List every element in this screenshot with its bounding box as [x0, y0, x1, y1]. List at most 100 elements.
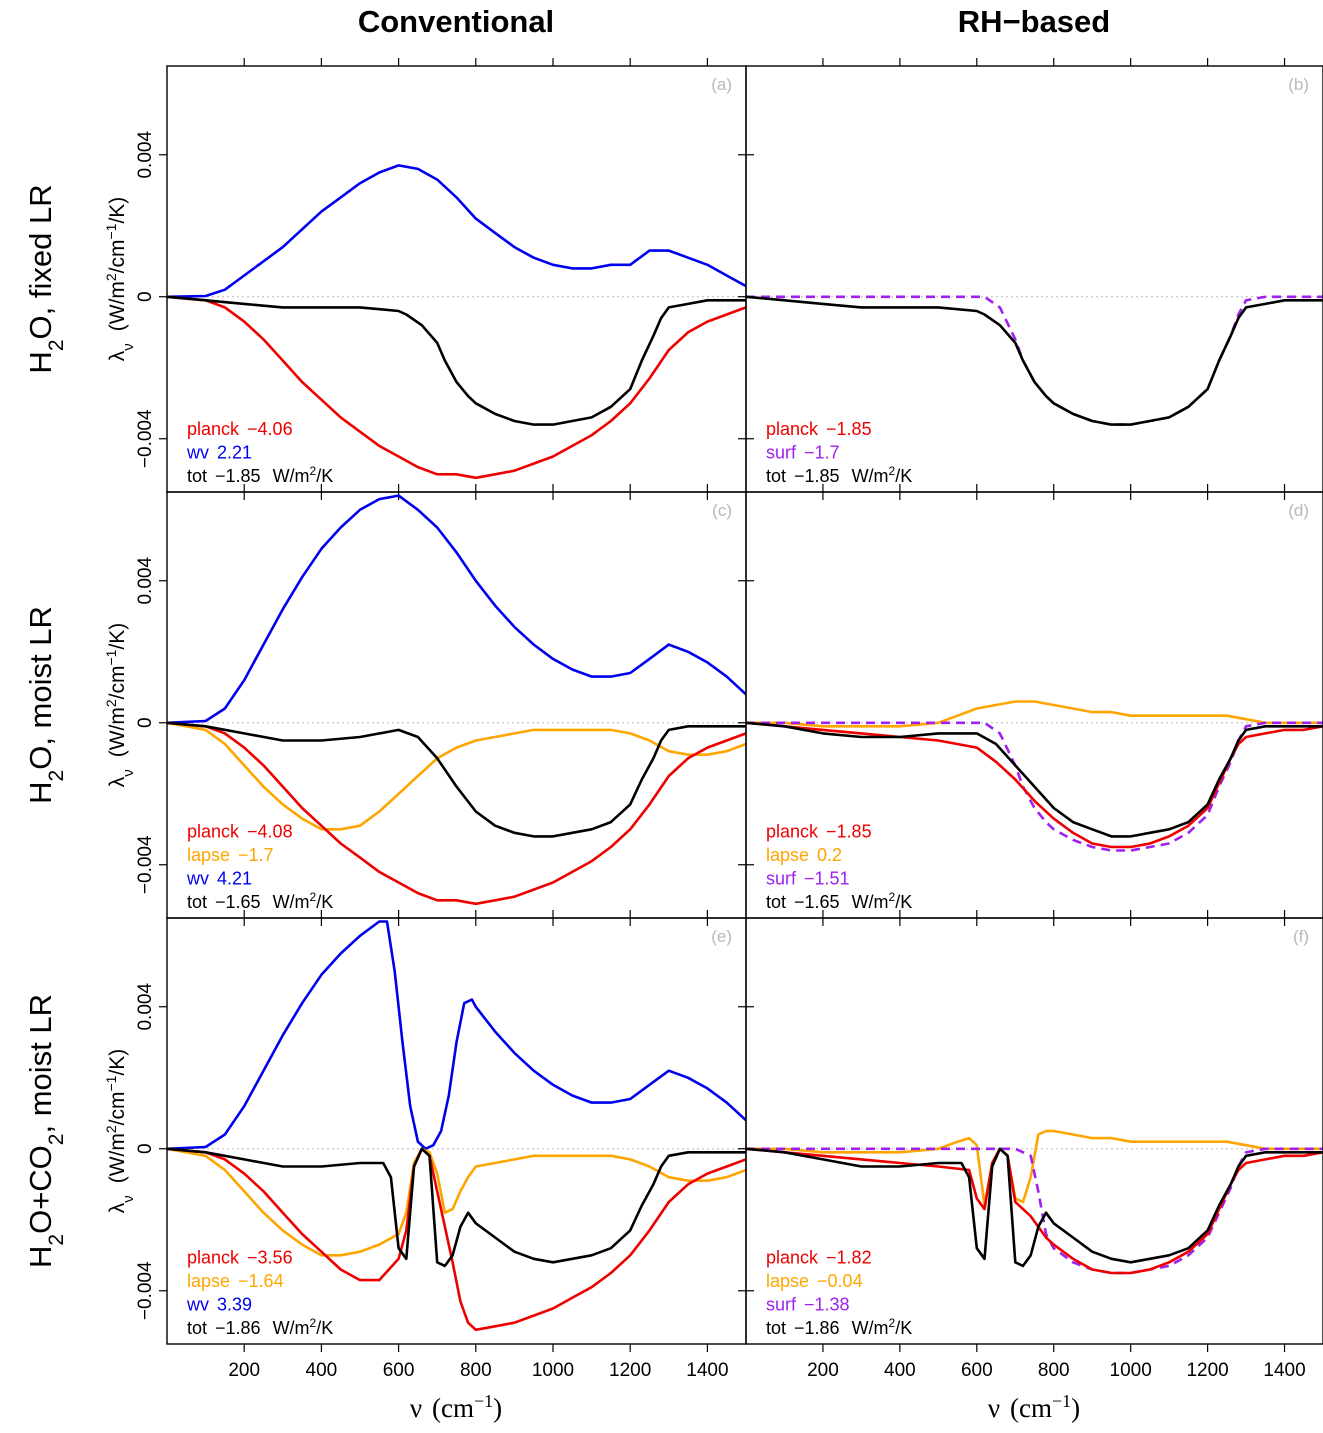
series-line-planck-c — [167, 721, 746, 906]
panel-d: (d) planck −1.85 lapse 0.2 surf −1.51 tot −1.65 W… — [738, 484, 1323, 926]
legend-name-tot-f: tot — [766, 1318, 786, 1338]
legend-name-wv-e: wv — [186, 1295, 209, 1315]
y-tick-label-2-a: −0.004 — [135, 409, 156, 468]
series-group-b — [746, 295, 1323, 426]
panel-b: (b) planck −1.85 surf −1.7 tot −1.85 W/m2/K — [738, 58, 1323, 500]
legend-value-lapse-e: −1.64 — [238, 1271, 284, 1291]
series-line-lapse-e — [167, 1147, 746, 1257]
legend-value-wv-e: 3.39 — [217, 1295, 252, 1315]
legend-value-wv-c: 4.21 — [217, 869, 252, 889]
legend-name-planck-f: planck — [766, 1248, 819, 1268]
series-line-surf-b — [746, 295, 1323, 426]
legend-units-a: W/m — [273, 466, 310, 486]
legend-name-surf-f: surf — [766, 1295, 797, 1315]
row-label-moist-lr: H2O, moist LR — [23, 606, 68, 804]
legend-value-tot-b: −1.85 — [794, 466, 840, 486]
x-tick-label-600-e: 600 — [383, 1360, 415, 1381]
legend-name-wv-c: wv — [186, 869, 209, 889]
y-tick-label-0-c: 0.004 — [135, 557, 156, 605]
legend-tot-c: tot −1.65 W/m2/K — [187, 890, 333, 912]
legend-wv-a: wv 2.21 — [186, 443, 252, 463]
legend-surf-b: surf −1.7 — [766, 443, 840, 463]
x-tick-label-1000-f: 1000 — [1110, 1360, 1152, 1381]
x-tick-label-200-f: 200 — [807, 1360, 839, 1381]
legend-units-b: W/m — [852, 466, 889, 486]
legend-name-planck-e: planck — [187, 1248, 240, 1268]
legend-name-tot-e: tot — [187, 1318, 207, 1338]
series-line-planck-d — [746, 721, 1323, 849]
y-tick-label-2-c: −0.004 — [135, 835, 156, 894]
legend-name-tot-a: tot — [187, 466, 207, 486]
legend-units-e: W/m — [273, 1318, 310, 1338]
legend-value-planck-a: −4.06 — [247, 419, 293, 439]
legend-units-end-c: /K — [316, 892, 333, 912]
panel-c: 0.004 0 −0.004 (c) planck −4.08 lapse −1.7 wv 4.2… — [135, 484, 754, 926]
legend-name-planck-a: planck — [187, 419, 240, 439]
legend-tot-e: tot −1.86 W/m2/K — [187, 1316, 333, 1338]
legend-units-sup-c: 2 — [310, 890, 317, 904]
x-tick-label-1200-f: 1200 — [1186, 1360, 1228, 1381]
y-tick-label-1-e: 0 — [135, 1143, 156, 1154]
y-axis-label-row-2: λν(W/m2/cm−1/K) — [103, 623, 137, 788]
legend-value-tot-e: −1.86 — [215, 1318, 261, 1338]
y-axis-labels: λν(W/m2/cm−1/K) λν(W/m2/cm−1/K) λν(W/m2/… — [103, 197, 137, 1214]
legend-tot-b: tot −1.85 W/m2/K — [766, 464, 912, 486]
legend-lapse-c: lapse −1.7 — [187, 845, 274, 865]
legend-units-d: W/m — [852, 892, 889, 912]
legend-units-end-b: /K — [895, 466, 912, 486]
legend-value-planck-d: −1.85 — [826, 822, 872, 842]
legend-value-tot-a: −1.85 — [215, 466, 261, 486]
legend-lapse-e: lapse −1.64 — [187, 1271, 284, 1291]
x-axis-label-right: ν (cm−1) — [988, 1391, 1080, 1423]
x-tick-label-400-f: 400 — [884, 1360, 916, 1381]
legend-name-surf-b: surf — [766, 443, 797, 463]
column-title-rh-based: RH−based — [958, 4, 1110, 39]
x-tick-label-1000-e: 1000 — [532, 1360, 574, 1381]
y-tick-label-1-a: 0 — [135, 291, 156, 302]
panel-grid: 0.004 0 −0.004 (a) planck −4.06 wv 2.21 tot −1.85… — [135, 58, 1323, 1381]
legend-surf-d: surf −1.51 — [766, 869, 850, 889]
legend-surf-f: surf −1.38 — [766, 1295, 850, 1315]
x-tick-label-200-e: 200 — [228, 1360, 260, 1381]
legend-name-surf-d: surf — [766, 869, 797, 889]
x-tick-label-800-f: 800 — [1038, 1360, 1070, 1381]
legend-value-surf-b: −1.7 — [804, 443, 840, 463]
series-group-a — [167, 164, 746, 480]
series-group-f — [746, 1129, 1323, 1275]
series-line-tot-f — [746, 1147, 1323, 1268]
legend-tot-d: tot −1.65 W/m2/K — [766, 890, 912, 912]
legend-lapse-f: lapse −0.04 — [766, 1271, 863, 1291]
column-title-conventional: Conventional — [358, 4, 554, 39]
row-label-co2-moist-lr: H2O+CO2, moist LR — [23, 994, 68, 1268]
y-axis-label-row-1: λν(W/m2/cm−1/K) — [103, 197, 137, 362]
legend-name-planck-d: planck — [766, 822, 819, 842]
panel-tag-d: (d) — [1288, 501, 1309, 520]
legend-name-lapse-f: lapse — [766, 1271, 809, 1291]
y-axis-label-row-3: λν(W/m2/cm−1/K) — [103, 1049, 137, 1214]
legend-wv-e: wv 3.39 — [186, 1295, 252, 1315]
legend-name-tot-c: tot — [187, 892, 207, 912]
y-tick-label-0-a: 0.004 — [135, 131, 156, 179]
legend-value-surf-f: −1.38 — [804, 1295, 850, 1315]
legend-value-planck-e: −3.56 — [247, 1248, 293, 1268]
y-tick-label-0-e: 0.004 — [135, 983, 156, 1031]
panel-frame-f — [745, 917, 1323, 1345]
legend-value-surf-d: −1.51 — [804, 869, 850, 889]
legend-value-tot-d: −1.65 — [794, 892, 840, 912]
panel-tag-f: (f) — [1293, 927, 1309, 946]
series-line-lapse-c — [167, 721, 746, 831]
legend-planck-f: planck −1.82 — [766, 1248, 872, 1268]
legend-units-sup-d: 2 — [889, 890, 896, 904]
series-group-c — [167, 494, 746, 906]
legend-units-sup-a: 2 — [310, 464, 317, 478]
panel-tag-c: (c) — [712, 501, 732, 520]
y-tick-label-1-c: 0 — [135, 717, 156, 728]
series-line-tot-e — [167, 1147, 746, 1268]
legend-name-lapse-c: lapse — [187, 845, 230, 865]
series-line-wv-c — [167, 494, 746, 725]
series-group-e — [167, 920, 746, 1332]
series-line-wv-a — [167, 164, 746, 299]
x-tick-label-800-e: 800 — [460, 1360, 492, 1381]
legend-value-planck-f: −1.82 — [826, 1248, 872, 1268]
